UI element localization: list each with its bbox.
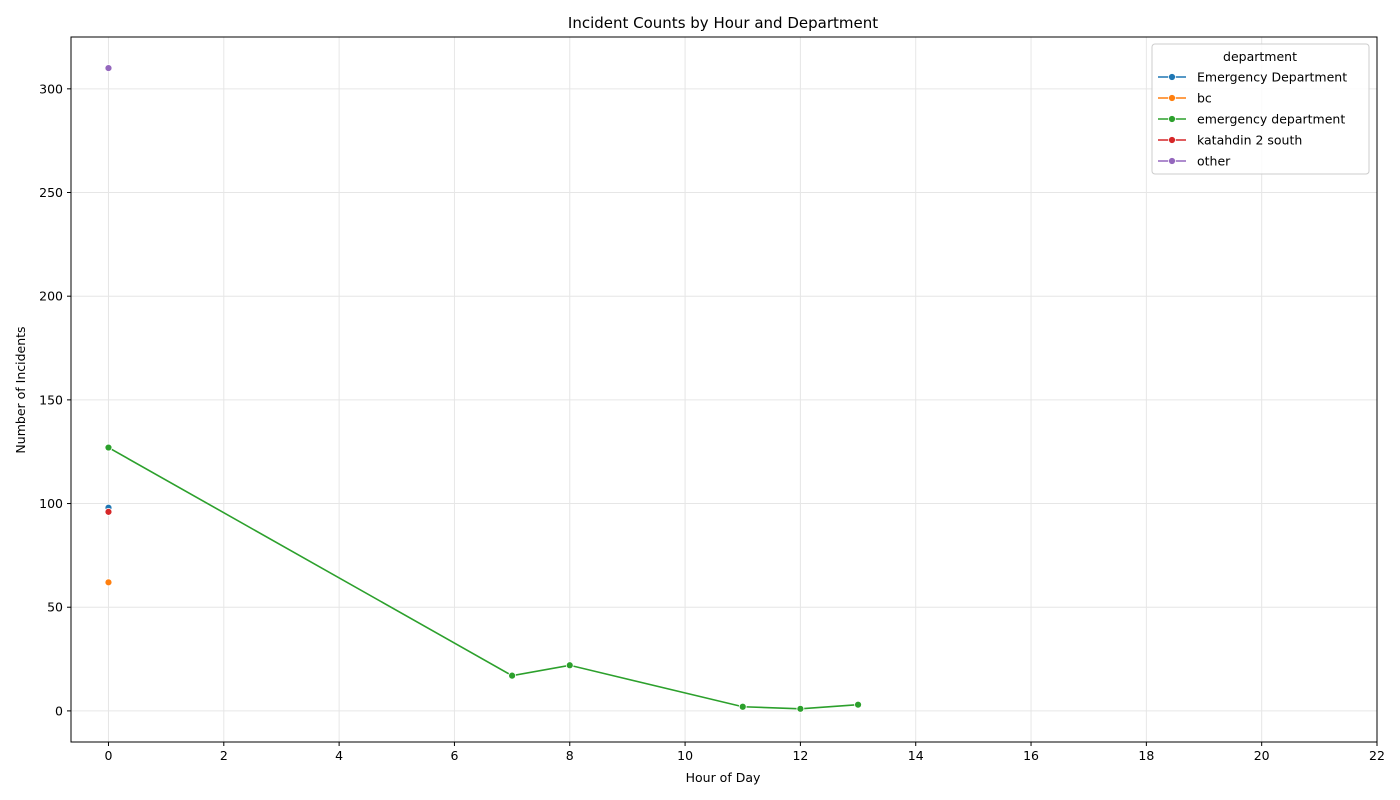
x-tick-label: 16 xyxy=(1023,748,1039,763)
data-point xyxy=(104,64,113,73)
legend-label: Emergency Department xyxy=(1197,70,1347,85)
legend-label: katahdin 2 south xyxy=(1197,133,1302,148)
y-tick-label: 250 xyxy=(39,185,63,200)
series-bc xyxy=(104,578,113,587)
y-tick-label: 300 xyxy=(39,81,63,96)
series-line xyxy=(108,446,859,710)
x-tick-label: 0 xyxy=(105,748,113,763)
series-other xyxy=(104,64,113,73)
legend-marker xyxy=(1168,115,1176,123)
legend-label: other xyxy=(1197,154,1231,169)
x-tick-label: 12 xyxy=(792,748,808,763)
data-point xyxy=(796,704,805,713)
legend-item: other xyxy=(1158,154,1231,169)
y-axis-ticks: 0 50 100 150 200 250 300 xyxy=(39,81,71,718)
legend-item: bc xyxy=(1158,91,1212,106)
legend-items: Emergency Department bc emergency departme… xyxy=(1158,70,1347,169)
data-point xyxy=(104,507,113,516)
data-point xyxy=(104,578,113,587)
y-tick-label: 200 xyxy=(39,289,63,304)
data-point xyxy=(854,700,862,709)
legend-item: katahdin 2 south xyxy=(1158,133,1302,148)
plot-frame xyxy=(70,36,1378,743)
x-tick-label: 2 xyxy=(220,748,228,763)
series-layer xyxy=(104,64,862,713)
chart-title: Incident Counts by Hour and Department xyxy=(568,14,878,32)
y-tick-label: 100 xyxy=(39,496,63,511)
y-tick-label: 150 xyxy=(39,392,63,407)
data-point xyxy=(508,671,516,680)
x-tick-label: 14 xyxy=(908,748,924,763)
data-point xyxy=(104,443,113,452)
legend-item: Emergency Department xyxy=(1158,70,1347,85)
legend-marker xyxy=(1168,157,1176,165)
data-point xyxy=(565,661,574,670)
y-tick-label: 0 xyxy=(55,703,63,718)
x-tick-label: 4 xyxy=(335,748,343,763)
x-tick-label: 10 xyxy=(677,748,693,763)
legend-label: bc xyxy=(1197,91,1212,106)
legend-marker xyxy=(1168,94,1176,102)
y-axis-label: Number of Incidents xyxy=(13,326,28,453)
x-axis-ticks: 0 2 4 6 8 10 12 14 16 18 20 22 xyxy=(105,742,1385,763)
legend-label: emergency department xyxy=(1197,112,1345,127)
legend-box xyxy=(1151,43,1370,175)
x-tick-label: 6 xyxy=(450,748,458,763)
legend-marker xyxy=(1168,73,1176,81)
legend: department Emergency Department bc emergen… xyxy=(1151,43,1370,175)
series-katahdin-2-south xyxy=(104,507,113,516)
series-emergency-department xyxy=(104,443,862,713)
data-point xyxy=(738,702,747,711)
x-tick-label: 22 xyxy=(1369,748,1385,763)
y-tick-label: 50 xyxy=(47,600,63,615)
legend-item: emergency department xyxy=(1158,112,1345,127)
x-tick-label: 20 xyxy=(1254,748,1270,763)
legend-marker xyxy=(1168,136,1176,144)
legend-title: department xyxy=(1223,49,1297,64)
x-axis-label: Hour of Day xyxy=(686,770,761,785)
x-tick-label: 8 xyxy=(566,748,574,763)
x-tick-label: 18 xyxy=(1138,748,1154,763)
